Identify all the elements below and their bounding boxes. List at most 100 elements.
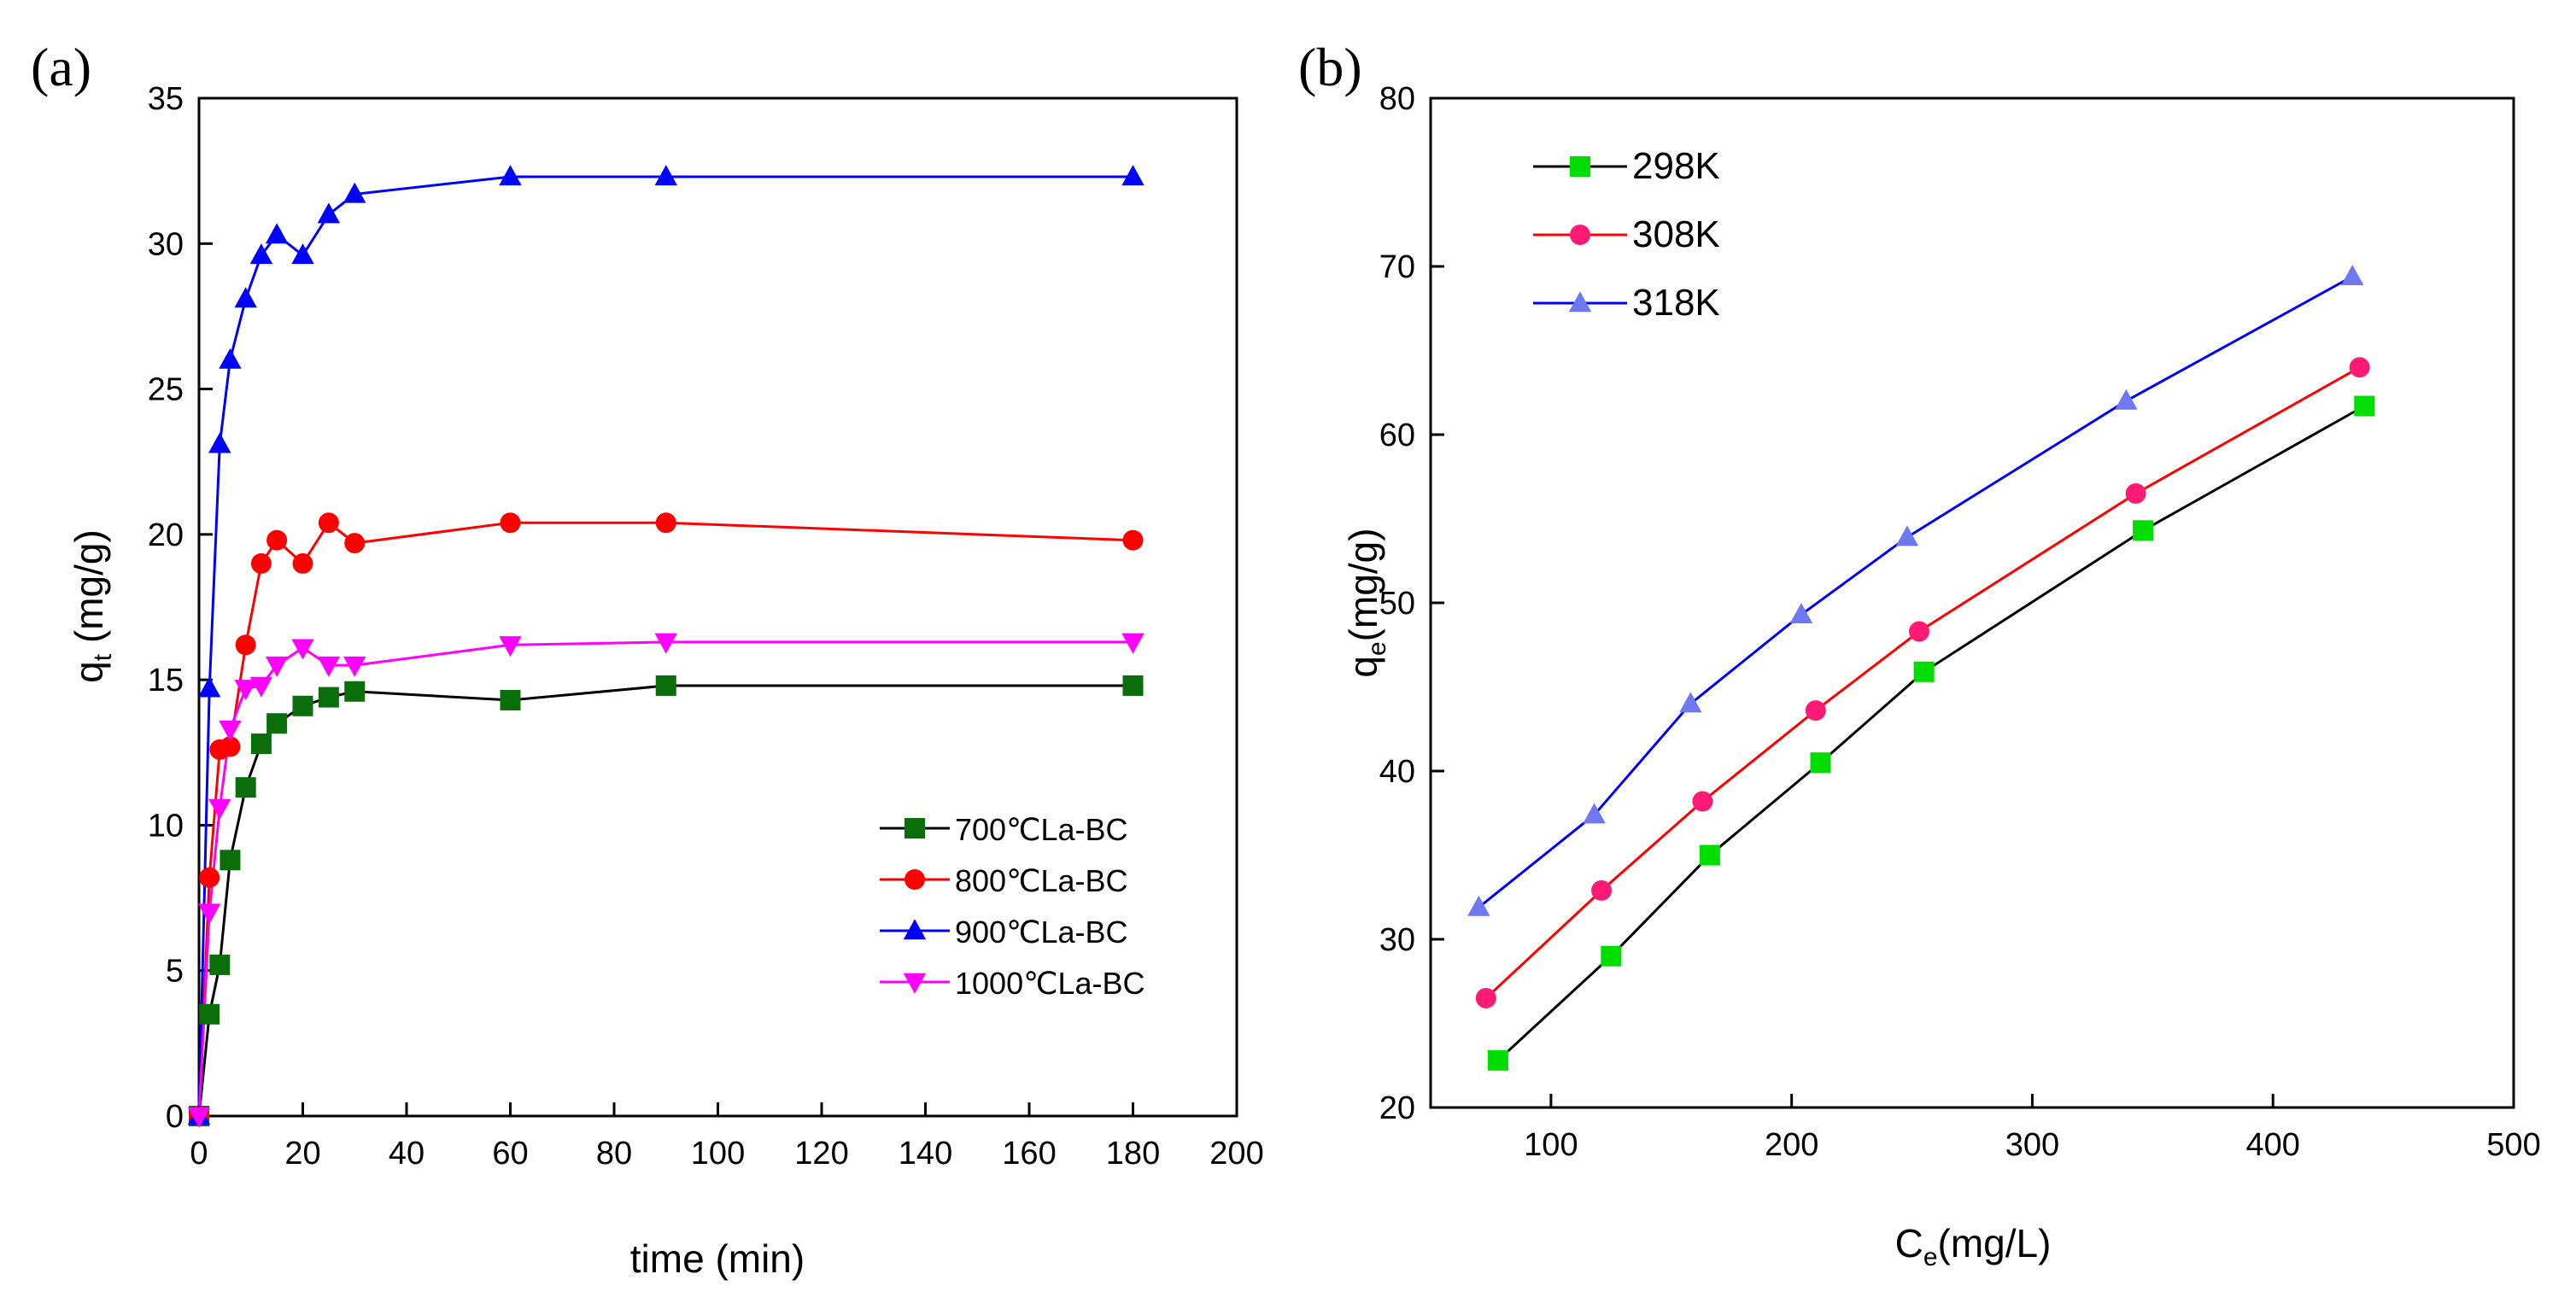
data-point-800-la-bc — [220, 736, 241, 757]
series-line-308k — [1484, 365, 2361, 1000]
data-point-318k — [2115, 389, 2138, 410]
data-point-308k — [2349, 357, 2370, 378]
legend-marker — [1568, 291, 1592, 313]
data-point-308k — [1475, 987, 1496, 1008]
x-tick-label: 200 — [1765, 1127, 1818, 1163]
x-tick-label: 400 — [2246, 1127, 2300, 1163]
panel-a-chart: (a) 0 20 40 60 80 100 120 140 160 180 200 0 5 10 15 20 2… — [31, 37, 1264, 1281]
panel-a-ticks: 0 20 40 60 80 100 120 140 160 180 200 0 5 10 15 20 25 30 3… — [148, 81, 1264, 1172]
panel-a-frame — [197, 96, 1238, 1118]
y-tick-label: 35 — [148, 81, 184, 117]
y-tick-label: 15 — [148, 663, 184, 698]
legend-label: 900℃La-BC — [955, 915, 1128, 950]
panel-b-markers — [1467, 265, 2375, 1071]
panel-b-label: (b) — [1298, 37, 1362, 97]
data-point-900-la-bc — [197, 676, 221, 698]
data-point-700-la-bc — [250, 733, 272, 755]
data-point-308k — [1909, 621, 1930, 642]
data-point-318k — [1679, 692, 1702, 713]
data-point-700-la-bc — [318, 687, 339, 708]
data-point-298k — [2133, 520, 2154, 541]
data-point-1000-la-bc — [317, 656, 341, 677]
data-point-1000-la-bc — [291, 639, 314, 660]
panel-a-x-axis-title: time (min) — [630, 1236, 805, 1281]
y-tick-label: 70 — [1379, 249, 1415, 285]
x-tick-label: 500 — [2486, 1127, 2540, 1163]
data-point-900-la-bc — [1121, 165, 1145, 186]
data-point-800-la-bc — [199, 867, 220, 888]
data-point-700-la-bc — [266, 713, 288, 734]
y-tick-label: 0 — [166, 1099, 184, 1135]
x-tick-label: 120 — [794, 1136, 848, 1172]
legend-label: 318K — [1632, 282, 1720, 324]
y-tick-label: 5 — [166, 954, 184, 990]
data-point-900-la-bc — [654, 165, 677, 186]
legend-label: 800℃La-BC — [955, 863, 1128, 898]
legend-marker — [1570, 156, 1590, 177]
x-tick-label: 100 — [691, 1136, 745, 1172]
data-point-1000-la-bc — [343, 656, 366, 677]
data-point-1000-la-bc — [208, 798, 231, 820]
panel-b-y-axis-title: qe(mg/g) — [1341, 528, 1391, 677]
data-point-800-la-bc — [250, 552, 272, 574]
legend-label: 700℃La-BC — [955, 812, 1128, 847]
data-point-1000-la-bc — [187, 1107, 211, 1128]
data-point-800-la-bc — [266, 529, 288, 551]
data-point-800-la-bc — [344, 533, 366, 554]
x-tick-label: 60 — [492, 1136, 528, 1172]
data-point-900-la-bc — [291, 243, 314, 265]
x-tick-label: 20 — [284, 1136, 320, 1172]
data-point-900-la-bc — [317, 202, 341, 224]
data-point-800-la-bc — [1122, 529, 1144, 551]
data-point-800-la-bc — [655, 512, 676, 534]
data-point-318k — [1789, 602, 1813, 623]
legend-marker — [905, 818, 925, 839]
data-point-900-la-bc — [219, 348, 242, 369]
data-point-318k — [1583, 803, 1606, 824]
series-line-298k — [1496, 405, 2366, 1061]
data-point-800-la-bc — [292, 552, 313, 574]
data-point-700-la-bc — [220, 850, 241, 871]
data-point-308k — [1692, 791, 1713, 812]
series-line-700-la-bc — [197, 684, 1133, 1117]
legend-marker — [903, 919, 927, 940]
data-point-318k — [2341, 265, 2364, 286]
x-tick-label: 80 — [596, 1136, 632, 1172]
panel-b-frame — [1429, 96, 2515, 1109]
data-point-308k — [1591, 879, 1613, 901]
panel-b-chart: (b) 100 200 300 400 500 20 30 40 50 60 70 80 Ce(mg/… — [1298, 37, 2541, 1271]
data-point-1000-la-bc — [654, 633, 677, 654]
data-point-298k — [1699, 844, 1720, 866]
legend-label: 308K — [1632, 213, 1720, 255]
panel-a-y-axis-title: qt (mg/g) — [67, 529, 117, 683]
data-point-800-la-bc — [318, 512, 339, 534]
series-line-318k — [1478, 275, 2353, 909]
data-point-700-la-bc — [209, 954, 231, 975]
data-point-318k — [1895, 525, 1919, 546]
data-point-1000-la-bc — [234, 680, 257, 701]
panel-b-ticks: 100 200 300 400 500 20 30 40 50 60 70 80 — [1379, 81, 2541, 1163]
data-point-700-la-bc — [344, 681, 366, 702]
y-tick-label: 20 — [148, 517, 184, 553]
data-point-800-la-bc — [500, 512, 521, 534]
data-point-700-la-bc — [1122, 675, 1144, 696]
panel-a-legend: 700℃La-BC 800℃La-BC 900℃La-BC 1000℃La-BC — [880, 812, 1145, 1001]
data-point-900-la-bc — [343, 182, 366, 203]
y-tick-label: 50 — [1379, 586, 1415, 622]
y-tick-label: 25 — [148, 372, 184, 408]
y-tick-label: 10 — [148, 808, 184, 844]
data-point-308k — [2125, 482, 2146, 504]
y-tick-label: 60 — [1379, 418, 1415, 453]
y-tick-label: 40 — [1379, 754, 1415, 790]
data-point-700-la-bc — [235, 777, 256, 798]
data-point-900-la-bc — [499, 165, 522, 186]
data-point-298k — [1601, 945, 1622, 967]
data-point-298k — [1810, 752, 1831, 774]
x-tick-label: 0 — [190, 1136, 208, 1172]
x-tick-label: 300 — [2005, 1127, 2059, 1163]
data-point-298k — [1913, 661, 1935, 682]
data-point-1000-la-bc — [249, 676, 273, 698]
data-point-700-la-bc — [655, 675, 676, 696]
